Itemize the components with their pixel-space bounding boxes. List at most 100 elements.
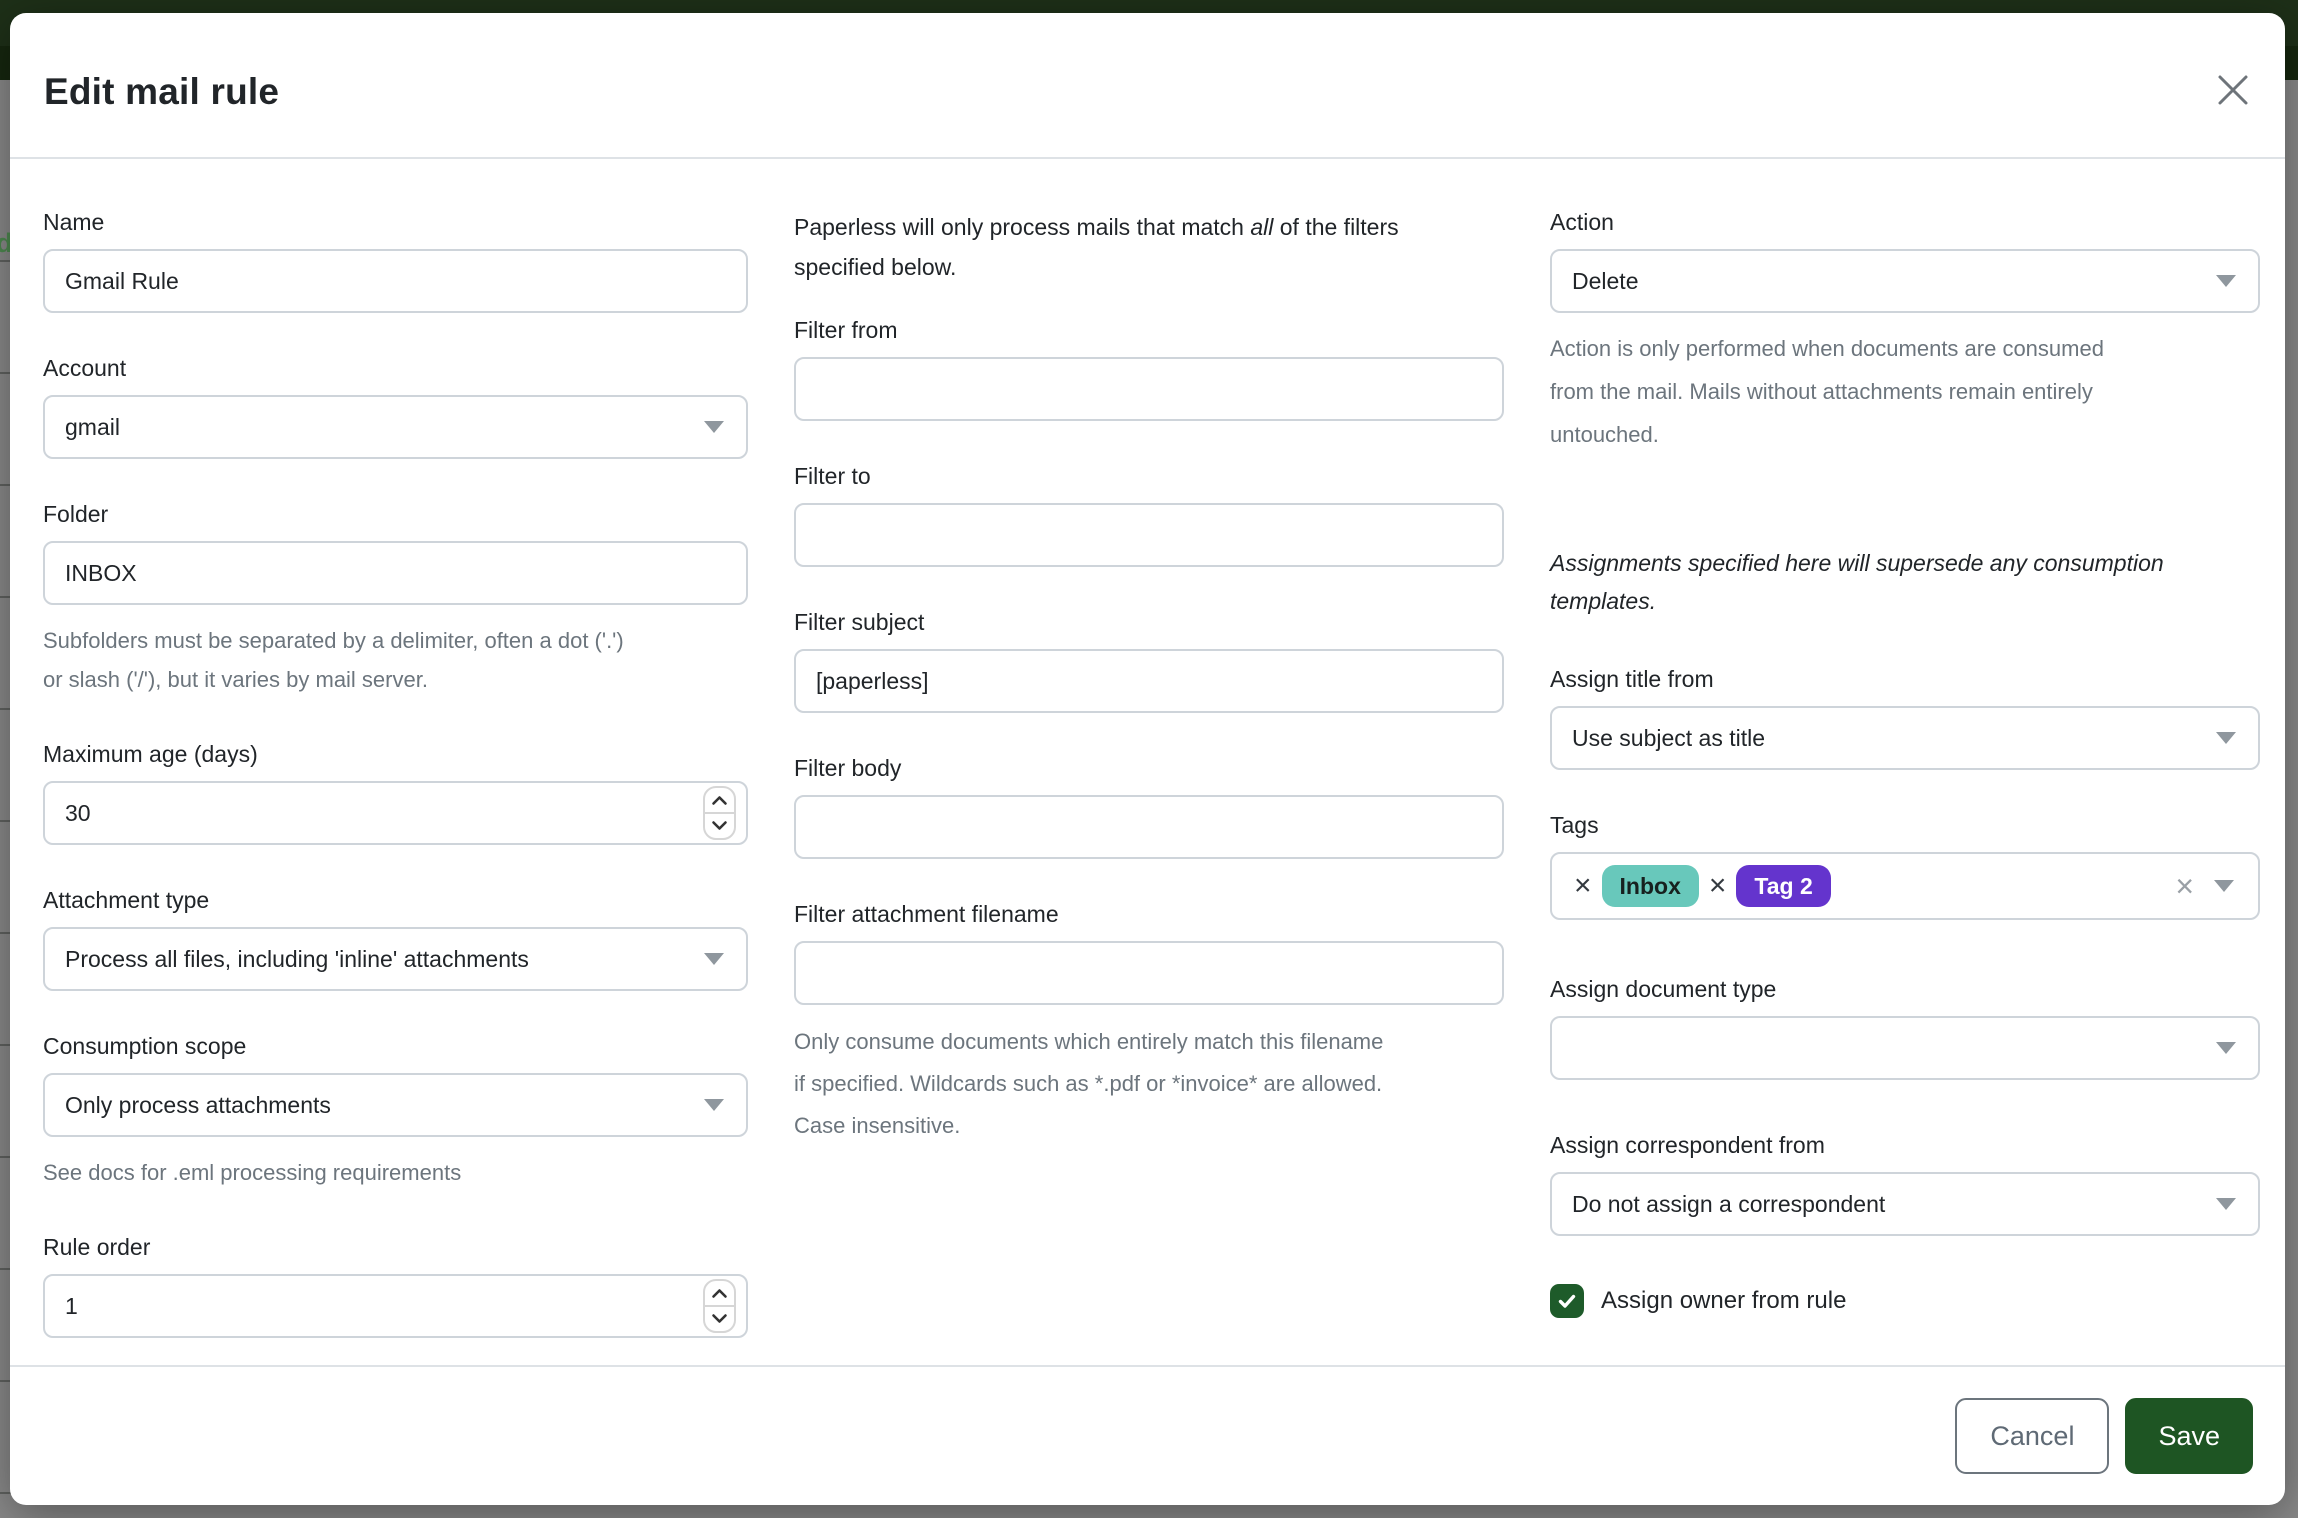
filter-to-input[interactable] [794,503,1504,567]
stepper-up-icon[interactable] [711,795,728,806]
dialog-footer: Cancel Save [10,1365,2285,1505]
rule-order-label: Rule order [43,1234,151,1260]
checkmark-icon [1558,1294,1576,1308]
consumption-scope-select-value: Only process attachments [65,1091,331,1118]
column-actions: Action Delete Action is only performed w… [1550,207,2260,1365]
column-filters: Paperless will only process mails that m… [794,207,1504,1365]
chevron-down-icon [2216,732,2236,744]
consumption-scope-field-group: Consumption scope Only process attachmen… [43,1031,748,1192]
consumption-scope-hint: See docs for .eml processing requirement… [43,1160,462,1185]
chevron-down-icon [704,421,724,433]
filter-body-input[interactable] [794,795,1504,859]
stepper-divider [705,1305,734,1307]
folder-label: Folder [43,501,109,527]
filter-subject-field-group: Filter subject [794,607,1504,713]
dialog-body: Name Account gmail Folder Subfolders mus… [10,159,2285,1365]
folder-input[interactable] [43,541,748,605]
chevron-down-icon [704,953,724,965]
cancel-button[interactable]: Cancel [1955,1398,2110,1474]
background-text-fragment: d [0,228,13,258]
assign-document-type-label: Assign document type [1550,976,1777,1002]
maximum-age-label: Maximum age (days) [43,741,258,767]
maximum-age-input[interactable] [43,781,748,845]
attachment-type-select[interactable]: Process all files, including 'inline' at… [43,927,748,991]
assign-document-type-field-group: Assign document type [1550,974,2260,1080]
attachment-type-select-value: Process all files, including 'inline' at… [65,945,529,972]
consumption-scope-select[interactable]: Only process attachments [43,1073,748,1137]
assignments-note: Assignments specified here will supersed… [1550,550,2164,614]
edit-mail-rule-dialog: Edit mail rule Name Account gmail Folde [10,13,2285,1505]
filter-body-field-group: Filter body [794,753,1504,859]
name-label: Name [43,209,105,235]
chevron-down-icon [704,1099,724,1111]
dialog-header: Edit mail rule [10,13,2285,159]
chevron-down-icon [2216,1042,2236,1054]
filter-subject-label: Filter subject [794,609,925,635]
maximum-age-field-group: Maximum age (days) [43,739,748,845]
rule-order-stepper[interactable] [703,1279,736,1333]
action-label: Action [1550,209,1614,235]
save-button[interactable]: Save [2125,1398,2253,1474]
account-label: Account [43,355,127,381]
assign-title-from-select[interactable]: Use subject as title [1550,706,2260,770]
close-icon [2218,75,2248,105]
assign-title-from-select-value: Use subject as title [1572,724,1766,751]
tags-select[interactable]: × Inbox × Tag 2 × [1550,852,2260,920]
chevron-down-icon [2216,275,2236,287]
filter-to-field-group: Filter to [794,461,1504,567]
filter-from-field-group: Filter from [794,315,1504,421]
remove-tag-icon[interactable]: × [1708,869,1727,902]
filter-from-label: Filter from [794,317,898,343]
stepper-down-icon[interactable] [711,820,728,831]
assign-document-type-select[interactable] [1550,1016,2260,1080]
stepper-up-icon[interactable] [711,1288,728,1299]
account-select[interactable]: gmail [43,395,748,459]
filter-to-label: Filter to [794,463,871,489]
filter-attachment-filename-label: Filter attachment filename [794,901,1059,927]
clear-tags-icon[interactable]: × [2175,868,2194,904]
attachment-type-field-group: Attachment type Process all files, inclu… [43,885,748,991]
close-button[interactable] [2211,69,2255,113]
assign-correspondent-from-select[interactable]: Do not assign a correspondent [1550,1172,2260,1236]
assign-correspondent-from-select-value: Do not assign a correspondent [1572,1190,1886,1217]
tag-pill: Inbox [1601,865,1699,907]
remove-tag-icon[interactable]: × [1574,869,1592,902]
rule-order-field-group: Rule order [43,1232,748,1338]
maximum-age-stepper[interactable] [703,786,736,840]
consumption-scope-label: Consumption scope [43,1033,247,1059]
name-field-group: Name [43,207,748,313]
assign-owner-checkbox-row: Assign owner from rule [1550,1284,2260,1318]
assign-correspondent-from-field-group: Assign correspondent from Do not assign … [1550,1130,2260,1236]
name-input[interactable] [43,249,748,313]
tag-pill: Tag 2 [1736,865,1831,907]
assign-title-from-label: Assign title from [1550,666,1714,692]
background-table-fragment [0,150,12,1518]
filter-attachment-filename-input[interactable] [794,941,1504,1005]
attachment-type-label: Attachment type [43,887,210,913]
assign-owner-checkbox[interactable] [1550,1284,1584,1318]
assign-title-from-field-group: Assign title from Use subject as title [1550,664,2260,770]
rule-order-input[interactable] [43,1274,748,1338]
folder-field-group: Folder Subfolders must be separated by a… [43,499,748,699]
tags-field-group: Tags × Inbox × Tag 2 × [1550,810,2260,920]
action-field-group: Action Delete Action is only performed w… [1550,207,2260,456]
folder-hint: Subfolders must be separated by a delimi… [43,628,624,692]
dialog-title: Edit mail rule [44,71,280,112]
filter-subject-input[interactable] [794,649,1504,713]
action-hint: Action is only performed when documents … [1550,336,2104,447]
tags-label: Tags [1550,812,1599,838]
stepper-divider [705,812,734,814]
assign-correspondent-from-label: Assign correspondent from [1550,1132,1825,1158]
filter-attachment-filename-field-group: Filter attachment filename Only consume … [794,899,1504,1147]
action-select-value: Delete [1572,267,1639,294]
filter-body-label: Filter body [794,755,902,781]
filter-from-input[interactable] [794,357,1504,421]
filters-intro-text: Paperless will only process mails that m… [794,214,1399,280]
chevron-down-icon [2214,880,2234,892]
assign-owner-label: Assign owner from rule [1601,1287,1847,1314]
chevron-down-icon [2216,1198,2236,1210]
action-select[interactable]: Delete [1550,249,2260,313]
account-select-value: gmail [65,413,120,440]
column-general: Name Account gmail Folder Subfolders mus… [43,207,748,1365]
stepper-down-icon[interactable] [711,1313,728,1324]
